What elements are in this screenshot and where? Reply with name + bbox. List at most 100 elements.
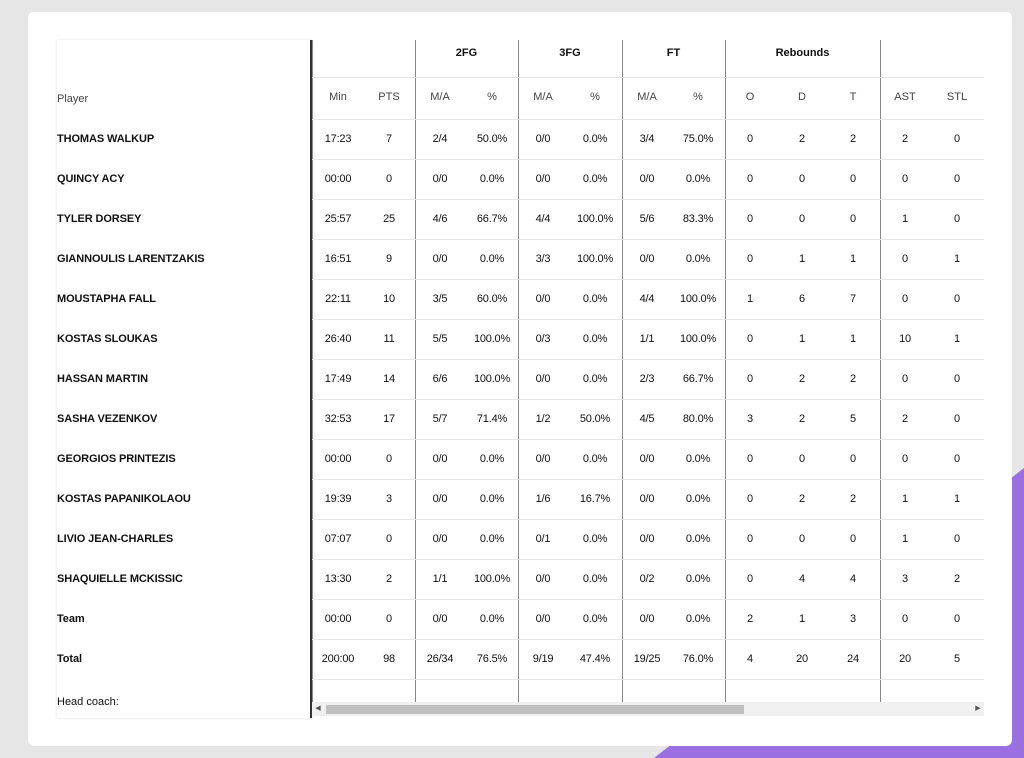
stat-cell: 76.5% <box>476 653 508 665</box>
column-divider <box>312 40 313 702</box>
column-header: % <box>693 91 703 103</box>
stat-cell: 20 <box>899 653 911 665</box>
stat-cell: 0.0% <box>479 533 505 545</box>
stat-cell: 200:00 <box>321 653 355 665</box>
stat-cell: 60.0% <box>476 293 508 305</box>
stat-cell: 0 <box>902 373 908 385</box>
stat-cell: 0/0 <box>639 173 655 185</box>
stat-cell: 0 <box>902 453 908 465</box>
row-divider <box>312 639 984 640</box>
stat-cell: 26:40 <box>324 333 352 345</box>
stat-cell: 0 <box>386 533 392 545</box>
stat-cell: 10 <box>899 333 911 345</box>
stat-cell: 0 <box>747 253 753 265</box>
stat-cell: 9/19 <box>532 653 554 665</box>
scroll-right-icon[interactable]: ▶ <box>975 705 981 712</box>
stat-cell: 100.0% <box>679 333 717 345</box>
stat-cell: 11 <box>383 333 395 345</box>
stat-cell: 25 <box>383 213 395 225</box>
stat-cell: 3 <box>902 573 908 585</box>
stat-cell: 2 <box>799 493 805 505</box>
stat-cell: 3/5 <box>432 293 448 305</box>
stat-cell: 100.0% <box>473 333 511 345</box>
stat-cell: 4/5 <box>639 413 655 425</box>
player-name: Total <box>57 653 82 665</box>
row-divider <box>312 559 984 560</box>
stat-cell: 0.0% <box>582 333 608 345</box>
stat-cell: 47.4% <box>579 653 611 665</box>
stat-cell: 0 <box>902 173 908 185</box>
stat-cell: 16.7% <box>579 493 611 505</box>
stat-cell: 2/3 <box>639 373 655 385</box>
stat-cell: 0 <box>747 373 753 385</box>
stat-cell: 66.7% <box>476 213 508 225</box>
stat-cell: 100.0% <box>576 253 614 265</box>
stat-cell: 2 <box>850 373 856 385</box>
row-divider <box>312 159 984 160</box>
stat-cell: 5 <box>954 653 960 665</box>
stat-cell: 0.0% <box>479 173 505 185</box>
stat-cell: 1/1 <box>432 573 448 585</box>
stat-cell: 0.0% <box>582 573 608 585</box>
stat-cell: 07:07 <box>324 533 352 545</box>
stat-cell: 0 <box>850 213 856 225</box>
stat-cell: 4/4 <box>639 293 655 305</box>
stat-cell: 0 <box>747 493 753 505</box>
stat-cell: 66.7% <box>682 373 714 385</box>
stat-cell: 5/6 <box>639 213 655 225</box>
stat-cell: 0/0 <box>535 613 551 625</box>
stat-cell: 0/0 <box>432 173 448 185</box>
stat-cell: 26/34 <box>426 653 454 665</box>
stat-cell: 0/0 <box>639 613 655 625</box>
stat-cell: 0 <box>799 533 805 545</box>
stat-cell: 17 <box>383 413 395 425</box>
stat-cell: 0 <box>954 173 960 185</box>
stat-cell: 19/25 <box>633 653 661 665</box>
stat-cell: 0/0 <box>535 573 551 585</box>
row-divider <box>312 519 984 520</box>
stat-cell: 1 <box>850 333 856 345</box>
column-header: M/A <box>637 91 657 103</box>
stat-cell: 0 <box>386 613 392 625</box>
stat-cell: 0 <box>747 173 753 185</box>
stat-cell: 1 <box>954 253 960 265</box>
stat-cell: 7 <box>850 293 856 305</box>
row-divider <box>312 359 984 360</box>
stat-cell: 0/3 <box>535 333 551 345</box>
stat-cell: 100.0% <box>473 373 511 385</box>
stat-cell: 4 <box>850 573 856 585</box>
stat-cell: 0 <box>954 613 960 625</box>
player-name: MOUSTAPHA FALL <box>57 293 156 305</box>
stat-cell: 1 <box>799 613 805 625</box>
column-header: Min <box>329 91 347 103</box>
stat-cell: 0 <box>386 453 392 465</box>
player-name: SHAQUIELLE MCKISSIC <box>57 573 183 585</box>
stat-cell: 0/0 <box>535 133 551 145</box>
stat-cell: 0.0% <box>479 253 505 265</box>
stat-cell: 13:30 <box>324 573 352 585</box>
stat-cell: 0/0 <box>432 493 448 505</box>
stat-cell: 83.3% <box>682 213 714 225</box>
stat-cell: 2 <box>799 373 805 385</box>
stat-cell: 1 <box>850 253 856 265</box>
scroll-left-icon[interactable]: ◀ <box>315 705 321 712</box>
stat-cell: 2 <box>799 413 805 425</box>
stat-cell: 0 <box>902 253 908 265</box>
horizontal-scrollbar[interactable]: ◀ ▶ <box>312 702 984 716</box>
stat-cell: 4 <box>799 573 805 585</box>
column-divider <box>622 40 623 702</box>
stat-cell: 32:53 <box>324 413 352 425</box>
stat-cell: 17:49 <box>324 373 352 385</box>
stat-cell: 0 <box>799 213 805 225</box>
row-divider <box>312 239 984 240</box>
stat-cell: 0.0% <box>582 453 608 465</box>
column-header: D <box>798 91 806 103</box>
stat-cell: 0/0 <box>432 533 448 545</box>
stats-scroll-area[interactable]: 2FG 3FG FT Rebounds Min PTS M/A% M/A% M/A% O D T AST… <box>312 40 984 718</box>
stat-cell: 98 <box>383 653 395 665</box>
scrollbar-thumb[interactable] <box>326 705 744 714</box>
stat-cell: 0/1 <box>535 533 551 545</box>
stat-cell: 0.0% <box>582 133 608 145</box>
group-header-ft: FT <box>666 47 681 59</box>
column-header: M/A <box>430 91 450 103</box>
